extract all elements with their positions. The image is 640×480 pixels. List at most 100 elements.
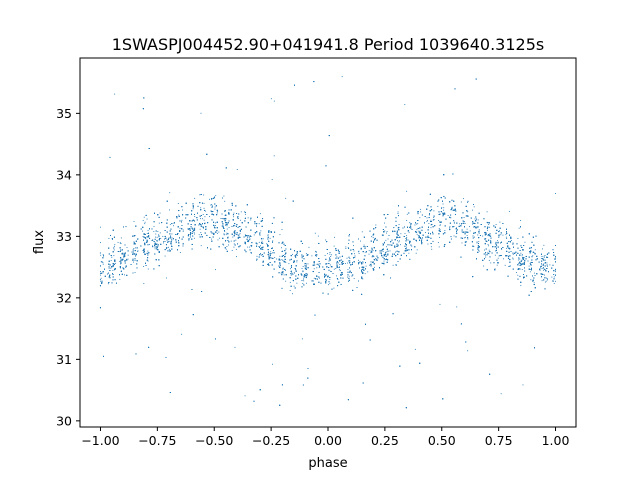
data-point	[162, 235, 164, 237]
data-point	[496, 264, 498, 266]
data-point	[549, 264, 551, 266]
data-point	[99, 271, 101, 272]
data-point	[487, 235, 489, 237]
data-point	[233, 240, 235, 242]
data-point	[192, 231, 193, 232]
data-point	[296, 261, 298, 263]
data-point	[459, 223, 461, 225]
data-point	[289, 281, 291, 283]
data-point	[292, 253, 293, 255]
data-point	[408, 252, 410, 254]
data-point	[364, 251, 366, 253]
data-point	[419, 217, 421, 219]
data-point	[478, 226, 479, 228]
data-point	[142, 220, 144, 222]
data-point	[144, 221, 146, 223]
data-point	[478, 231, 479, 233]
data-point	[169, 224, 171, 226]
data-point	[507, 246, 509, 248]
data-point	[113, 249, 115, 251]
data-point	[329, 282, 331, 284]
data-point	[397, 212, 399, 214]
data-point	[494, 268, 496, 270]
data-point	[285, 269, 287, 271]
data-point	[250, 219, 252, 221]
data-point	[127, 254, 129, 256]
data-point	[156, 247, 158, 249]
data-point	[463, 217, 465, 218]
data-point	[519, 258, 521, 260]
data-point	[313, 277, 315, 279]
data-point	[115, 262, 117, 264]
data-point	[306, 263, 308, 265]
data-point	[279, 263, 281, 265]
data-point	[179, 227, 181, 229]
data-point	[157, 243, 159, 245]
data-point	[200, 218, 201, 220]
data-point	[200, 245, 202, 247]
data-point	[533, 272, 535, 274]
data-point	[304, 264, 306, 266]
data-point	[134, 271, 136, 273]
data-point	[316, 263, 318, 265]
data-point	[127, 258, 129, 260]
data-point	[389, 250, 391, 252]
data-point	[555, 193, 556, 194]
data-point	[281, 255, 283, 257]
data-point	[416, 249, 418, 251]
data-point	[233, 246, 235, 248]
data-point	[345, 248, 347, 249]
data-point	[314, 232, 316, 234]
data-point	[155, 233, 157, 235]
data-point	[125, 266, 127, 268]
data-point	[489, 226, 491, 228]
data-point	[165, 277, 167, 279]
data-point	[225, 234, 227, 236]
data-point	[522, 384, 524, 386]
data-point	[132, 261, 134, 263]
data-point	[247, 246, 249, 248]
data-point	[406, 237, 408, 238]
data-point	[305, 253, 307, 255]
data-point	[223, 195, 225, 197]
data-point	[230, 240, 232, 242]
data-point	[251, 245, 253, 247]
data-point	[133, 252, 135, 254]
data-point	[467, 211, 469, 213]
data-point	[157, 231, 159, 233]
data-point	[114, 93, 116, 95]
data-point	[192, 228, 194, 230]
data-point	[521, 254, 523, 255]
data-point	[361, 266, 363, 268]
data-point	[204, 216, 206, 218]
data-point	[553, 276, 555, 278]
data-point	[488, 245, 490, 247]
data-point	[169, 209, 170, 211]
data-point	[260, 245, 261, 247]
data-point	[437, 242, 439, 243]
data-point	[117, 241, 119, 243]
data-point	[442, 215, 444, 217]
data-point	[421, 239, 423, 241]
data-point	[216, 232, 218, 234]
data-point	[173, 225, 174, 227]
data-point	[369, 264, 371, 266]
data-point	[260, 230, 262, 232]
data-point	[165, 248, 167, 250]
data-point	[357, 251, 359, 253]
data-point	[337, 278, 339, 280]
data-point	[114, 244, 116, 246]
data-point	[502, 234, 504, 236]
data-point	[372, 256, 374, 258]
data-point	[416, 229, 418, 231]
data-point	[333, 268, 335, 270]
data-point	[543, 258, 544, 260]
data-point	[111, 256, 113, 258]
data-point	[499, 230, 500, 232]
data-point	[362, 261, 364, 263]
data-point	[192, 208, 194, 210]
data-point	[421, 240, 423, 241]
data-point	[227, 236, 229, 238]
data-point	[226, 225, 228, 227]
